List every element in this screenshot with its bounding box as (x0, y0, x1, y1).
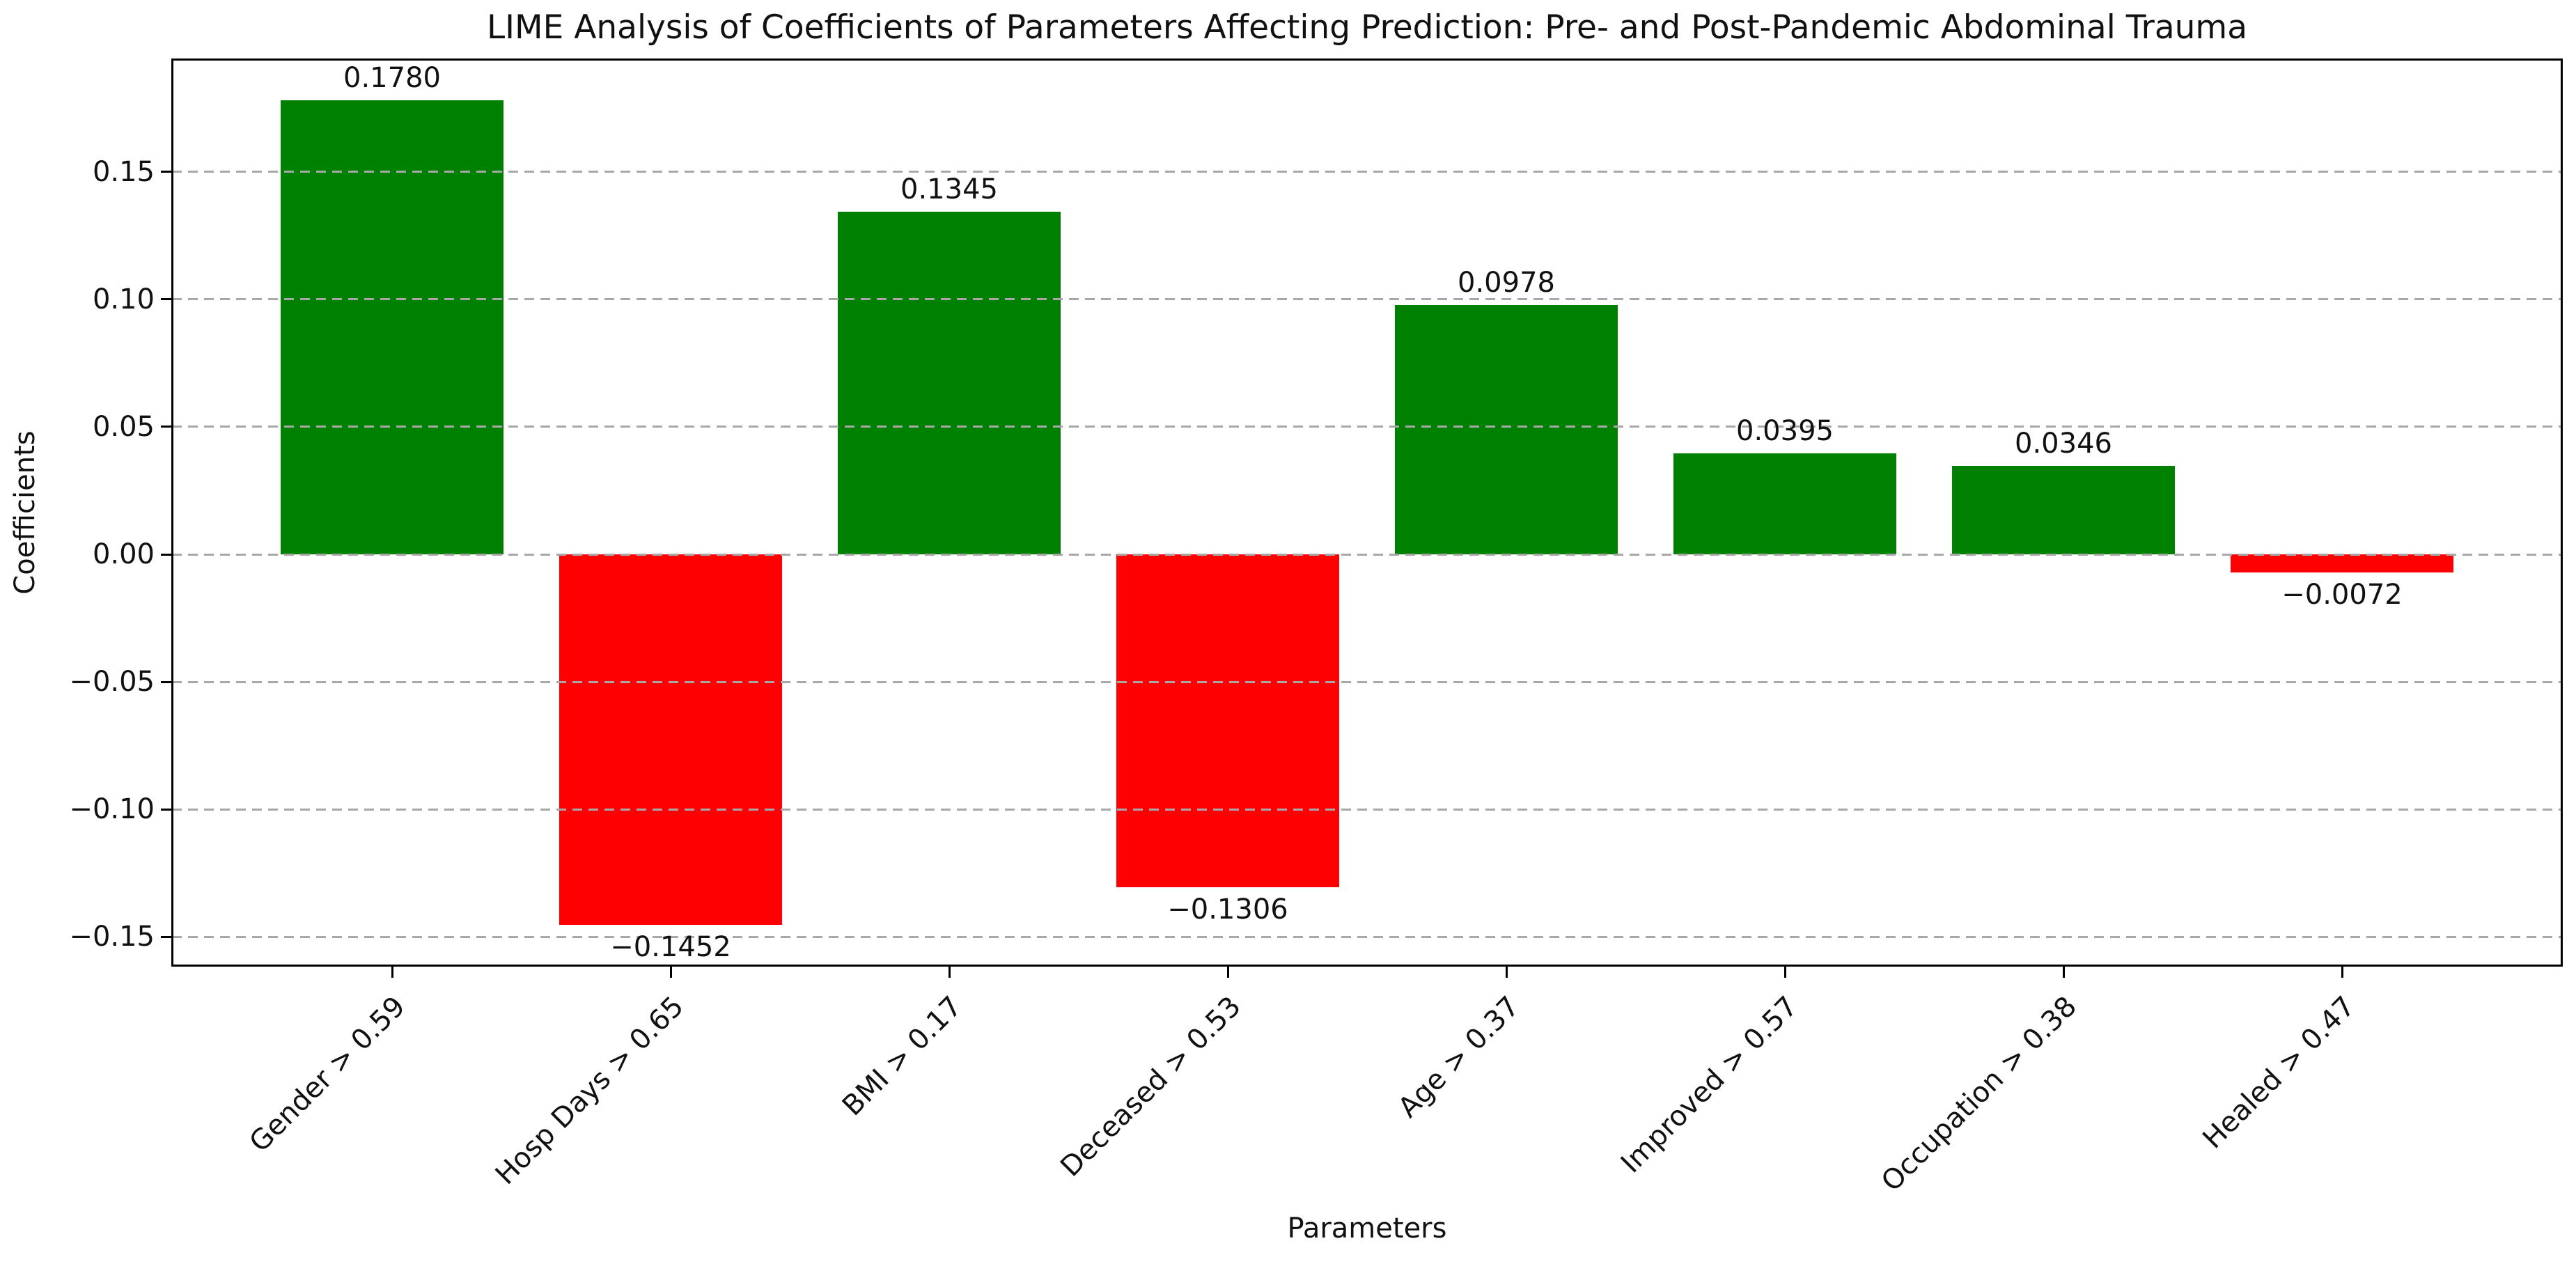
y-gridline (172, 935, 2562, 938)
bar-value-label: 0.0346 (2015, 428, 2112, 460)
x-tick-label: Age > 0.37 (1391, 990, 1526, 1124)
x-tick-label: Hosp Days > 0.65 (489, 990, 690, 1192)
y-gridline (172, 553, 2562, 556)
bar (2231, 554, 2453, 573)
y-gridline (172, 680, 2562, 683)
x-tick-mark (1505, 967, 1508, 978)
y-tick-mark (161, 171, 172, 173)
x-tick-label: BMI > 0.17 (836, 990, 969, 1123)
y-tick-mark (161, 553, 172, 556)
y-gridline (172, 426, 2562, 428)
bar (1116, 554, 1339, 888)
x-tick-label: Deceased > 0.53 (1054, 990, 1247, 1183)
chart-title: LIME Analysis of Coefficients of Paramet… (486, 8, 2248, 47)
y-tick-mark (161, 935, 172, 938)
bar (1952, 466, 2175, 555)
x-tick-mark (1226, 967, 1229, 978)
x-tick-mark (2062, 967, 2065, 978)
y-gridline (172, 298, 2562, 301)
x-tick-mark (948, 967, 951, 978)
bar (559, 554, 782, 925)
y-tick-mark (161, 680, 172, 683)
y-tick-label: 0.00 (92, 538, 155, 571)
bar-value-label: −0.1452 (610, 930, 731, 963)
y-tick-mark (161, 426, 172, 428)
y-tick-label: −0.05 (69, 666, 155, 699)
bar-value-label: −0.1306 (1167, 894, 1288, 926)
x-tick-mark (391, 967, 393, 978)
y-tick-label: 0.15 (92, 155, 155, 188)
y-tick-label: −0.15 (69, 921, 155, 953)
bar (838, 211, 1061, 555)
y-tick-mark (161, 298, 172, 301)
bar-value-label: 0.0978 (1458, 266, 1555, 299)
x-tick-label: Occupation > 0.38 (1875, 990, 2083, 1198)
x-tick-mark (1783, 967, 1786, 978)
x-tick-mark (2341, 967, 2343, 978)
y-tick-label: 0.05 (92, 410, 155, 443)
x-tick-label: Gender > 0.59 (243, 990, 412, 1159)
bar (1673, 453, 1896, 555)
bar (281, 100, 504, 555)
y-gridline (172, 171, 2562, 173)
x-axis-label: Parameters (1287, 1212, 1447, 1245)
y-tick-label: 0.10 (92, 283, 155, 315)
y-tick-mark (161, 808, 172, 811)
x-tick-mark (669, 967, 672, 978)
y-tick-label: −0.10 (69, 793, 155, 826)
y-gridline (172, 808, 2562, 811)
x-tick-label: Healed > 0.47 (2196, 990, 2362, 1155)
x-tick-label: Improved > 0.57 (1615, 990, 1804, 1180)
bar-value-label: 0.1780 (343, 62, 441, 95)
bar (1395, 304, 1618, 555)
bar-value-label: −0.0072 (2281, 579, 2403, 611)
plot-area-frame (171, 58, 2563, 967)
bar-value-label: 0.1345 (900, 173, 998, 205)
bar-value-label: 0.0395 (1736, 415, 1834, 448)
y-axis-label: Coefficients (9, 430, 41, 595)
